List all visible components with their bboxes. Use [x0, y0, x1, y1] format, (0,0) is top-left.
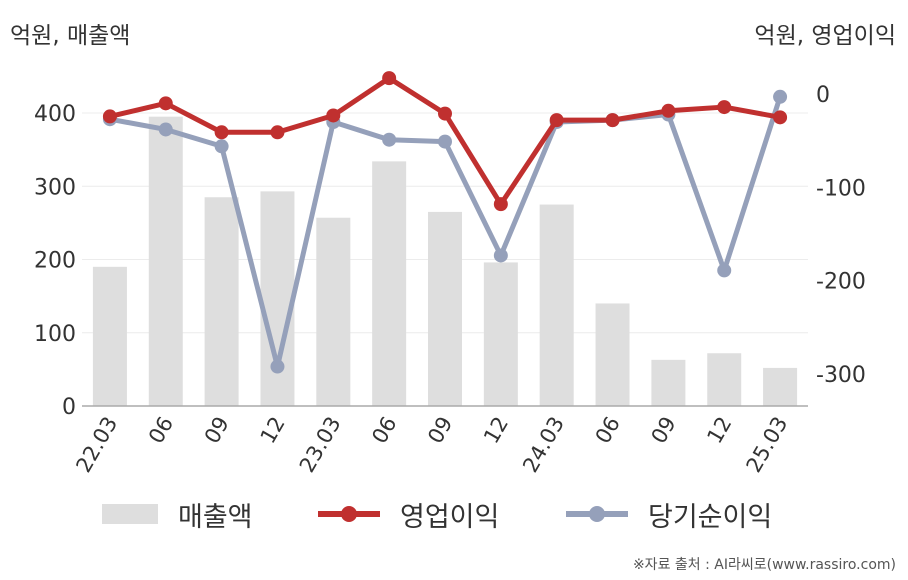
point-operating-profit	[493, 197, 508, 212]
x-tick-label: 12	[256, 413, 290, 448]
bar-revenue	[316, 217, 351, 406]
bar-revenue	[595, 303, 630, 406]
legend-item-net-income: 당기순이익	[566, 494, 772, 534]
point-net-income	[493, 248, 508, 263]
left-tick-label: 200	[34, 249, 76, 274]
legend-swatch-operating-profit	[318, 504, 380, 524]
bar-revenue	[707, 353, 742, 406]
x-tick-label: 06	[367, 413, 401, 448]
bar-revenue	[763, 367, 798, 406]
bar-revenue	[92, 266, 127, 406]
bar-revenue	[148, 116, 183, 406]
point-operating-profit	[661, 103, 676, 118]
bar-revenue	[372, 161, 407, 406]
x-tick-label: 22.03	[71, 413, 122, 477]
bar-revenue	[539, 204, 574, 406]
point-operating-profit	[605, 113, 620, 128]
point-net-income	[270, 359, 285, 374]
legend-label-net-income: 당기순이익	[648, 501, 773, 533]
point-net-income	[382, 132, 397, 147]
point-net-income	[773, 89, 788, 104]
legend: 매출액 영업이익 당기순이익	[0, 494, 908, 534]
x-tick-label: 23.03	[295, 413, 346, 477]
point-operating-profit	[102, 109, 117, 124]
legend-swatch-net-income	[566, 504, 628, 524]
x-tick-label: 06	[591, 413, 625, 448]
point-operating-profit	[438, 106, 452, 121]
bar-revenue	[483, 262, 518, 406]
bar-revenue	[260, 191, 295, 406]
bar-series	[92, 116, 798, 406]
point-net-income	[158, 122, 173, 137]
point-operating-profit	[549, 113, 564, 128]
x-tick-label: 06	[144, 413, 178, 448]
point-net-income	[438, 134, 452, 149]
x-tick-label: 09	[200, 413, 234, 448]
right-tick-label: 0	[816, 83, 830, 108]
right-tick-label: -200	[816, 270, 866, 295]
point-operating-profit	[717, 100, 732, 115]
left-tick-label: 300	[34, 175, 76, 200]
x-tick-label: 09	[647, 413, 681, 448]
left-tick-label: 400	[34, 102, 76, 127]
source-note: ※자료 출처 : AI라씨로(www.rassiro.com)	[632, 557, 896, 573]
bar-revenue	[651, 359, 686, 406]
bar-revenue	[204, 197, 239, 406]
x-tick-label: 09	[423, 413, 457, 448]
left-tick-label: 100	[34, 322, 76, 347]
point-net-income	[214, 139, 229, 154]
left-tick-label: 0	[62, 395, 76, 420]
point-net-income	[717, 263, 732, 278]
legend-item-revenue: 매출액	[102, 494, 253, 534]
point-operating-profit	[270, 125, 285, 140]
point-operating-profit	[158, 96, 173, 111]
x-tick-label: 12	[702, 413, 736, 448]
point-operating-profit	[773, 110, 788, 125]
point-operating-profit	[382, 71, 397, 86]
bar-revenue	[428, 211, 462, 406]
x-tick-label: 25.03	[742, 413, 793, 477]
legend-label-operating-profit: 영업이익	[400, 501, 500, 533]
point-operating-profit	[214, 125, 229, 140]
left-axis-unit: 억원, 매출액	[10, 23, 131, 49]
legend-label-revenue: 매출액	[178, 501, 253, 533]
x-tick-label: 24.03	[518, 413, 569, 477]
right-axis-unit: 억원, 영업이익	[754, 23, 896, 49]
point-operating-profit	[326, 108, 341, 123]
legend-swatch-revenue	[102, 504, 158, 524]
line-series	[102, 71, 788, 374]
right-tick-label: -100	[816, 176, 866, 201]
right-tick-label: -300	[816, 363, 866, 388]
legend-item-operating-profit: 영업이익	[318, 494, 499, 534]
x-tick-label: 12	[479, 413, 513, 448]
